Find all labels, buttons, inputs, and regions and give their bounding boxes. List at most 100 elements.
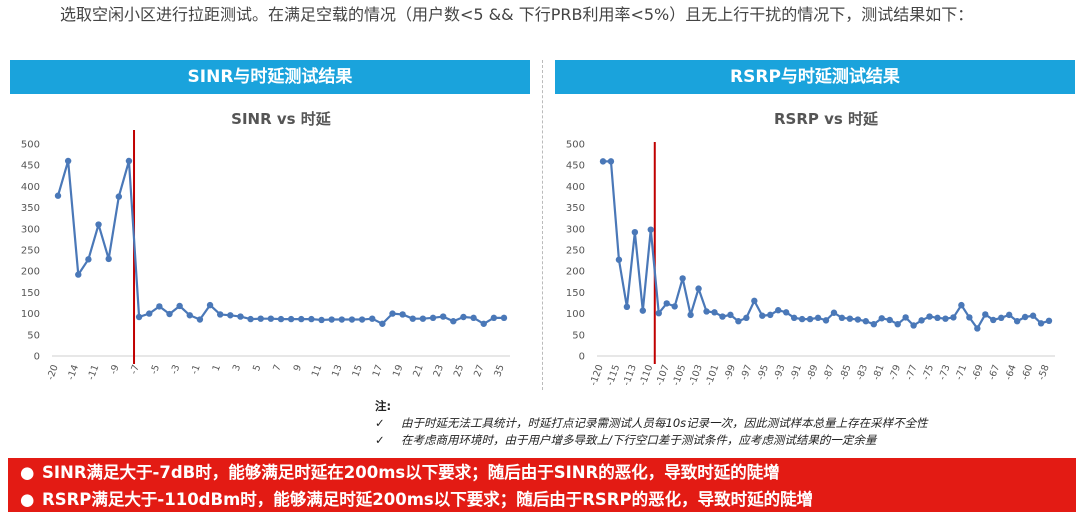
data-point <box>338 316 346 323</box>
data-point <box>671 303 678 310</box>
y-tick-label: 200 <box>21 267 40 278</box>
data-point <box>399 311 406 318</box>
x-tick-label: -115 <box>605 363 623 387</box>
x-tick-label: -60 <box>1020 363 1036 381</box>
data-point <box>125 157 133 165</box>
data-point <box>631 228 639 236</box>
data-point <box>358 316 366 323</box>
data-point <box>663 300 670 307</box>
data-point <box>328 316 335 323</box>
data-point <box>759 312 766 319</box>
y-tick-label: 350 <box>566 203 585 214</box>
data-point <box>679 275 686 282</box>
data-point <box>156 303 163 310</box>
data-point <box>460 313 467 321</box>
data-point <box>85 256 92 263</box>
data-point <box>1037 320 1045 327</box>
x-tick-label: -99 <box>722 363 738 381</box>
data-point <box>918 317 925 324</box>
x-tick-label: -75 <box>921 363 937 381</box>
x-tick-label: -14 <box>65 363 81 381</box>
chart-title: SINR vs 时延 <box>231 110 332 128</box>
sinr-banner: SINR与时延测试结果 <box>10 60 530 94</box>
x-tick-label: -7 <box>128 363 142 376</box>
data-point <box>878 315 885 322</box>
data-point <box>64 157 72 165</box>
check-icon: ✓ <box>375 416 385 430</box>
x-tick-label: 1 <box>211 363 223 372</box>
data-point <box>287 315 295 323</box>
data-point <box>490 314 498 322</box>
check-icon: ✓ <box>375 433 385 447</box>
x-tick-label: -3 <box>169 363 183 376</box>
data-point <box>838 314 846 322</box>
y-tick-label: 400 <box>566 182 585 193</box>
data-point <box>227 312 234 319</box>
x-tick-label: -9 <box>108 363 122 376</box>
y-tick-label: 450 <box>566 161 585 172</box>
notes-title: 注: <box>375 399 392 413</box>
y-tick-label: 350 <box>21 203 40 214</box>
bullet-icon: ● <box>20 490 35 509</box>
summary-box: ● SINR满足大于-7dB时，能够满足时延在200ms以下要求；随后由于SINR… <box>8 458 1076 512</box>
data-point <box>846 315 854 322</box>
summary-text: SINR满足大于-7dB时，能够满足时延在200ms以下要求；随后由于SINR的… <box>42 463 780 482</box>
x-tick-label: -95 <box>755 363 771 381</box>
x-tick-label: 25 <box>452 363 466 378</box>
y-tick-label: 400 <box>21 182 40 193</box>
data-point <box>814 314 822 322</box>
data-point <box>419 315 427 322</box>
sinr-chart: SINR vs 时延 0 50 100 150 200 250 300 350 400 450 500… <box>21 110 510 382</box>
data-point <box>237 313 244 320</box>
data-point <box>607 158 615 165</box>
x-tick-label: -97 <box>739 363 755 381</box>
x-tick-label: -81 <box>871 363 887 381</box>
notes: 注: ✓ 由于时延无法工具统计，时延打点记录需测试人员每10s记录一次，因此测试样… <box>375 398 928 449</box>
x-tick-label: -73 <box>937 363 953 381</box>
note-text: 由于时延无法工具统计，时延打点记录需测试人员每10s记录一次，因此测试样本总量上… <box>401 416 928 430</box>
data-point <box>695 285 702 292</box>
divider <box>542 60 543 390</box>
data-point <box>599 158 607 165</box>
x-tick-label: -69 <box>970 363 986 381</box>
x-tick-label: 3 <box>231 363 243 372</box>
data-point <box>926 313 933 320</box>
y-tick-label: 250 <box>566 246 585 257</box>
x-tick-label: -89 <box>805 363 821 381</box>
x-tick-label: 27 <box>472 363 486 378</box>
data-point <box>998 314 1005 322</box>
data-point <box>751 297 758 305</box>
x-tick-label: -11 <box>86 363 102 381</box>
x-tick-label: -107 <box>654 363 672 387</box>
data-point <box>257 315 264 322</box>
data-point <box>318 316 325 324</box>
data-point <box>775 307 782 314</box>
data-point <box>206 301 214 309</box>
data-point <box>95 221 102 228</box>
data-point <box>735 318 742 325</box>
y-tick-label: 300 <box>21 224 40 235</box>
bullet-icon: ● <box>20 463 35 482</box>
data-point <box>910 322 917 329</box>
x-tick-label: -67 <box>987 363 1003 381</box>
data-point <box>934 314 941 322</box>
data-point <box>369 315 376 322</box>
summary-item: ● SINR满足大于-7dB时，能够满足时延在200ms以下要求；随后由于SINR… <box>8 460 1076 485</box>
data-point <box>647 226 654 233</box>
x-tick-label: -64 <box>1003 363 1019 381</box>
data-point <box>115 193 123 200</box>
data-point <box>615 256 623 263</box>
data-point <box>308 315 315 323</box>
x-tick-label: 15 <box>350 363 364 378</box>
x-tick-label: -77 <box>904 363 920 381</box>
data-point <box>743 314 750 322</box>
x-tick-label: -120 <box>588 363 606 387</box>
x-tick-label: -20 <box>45 363 61 381</box>
data-point <box>216 311 224 318</box>
data-point <box>727 311 734 319</box>
data-point <box>950 314 957 321</box>
x-tick-label: -5 <box>149 363 163 376</box>
x-tick-label: -113 <box>621 363 639 387</box>
data-point <box>974 325 981 332</box>
data-point <box>75 271 82 278</box>
